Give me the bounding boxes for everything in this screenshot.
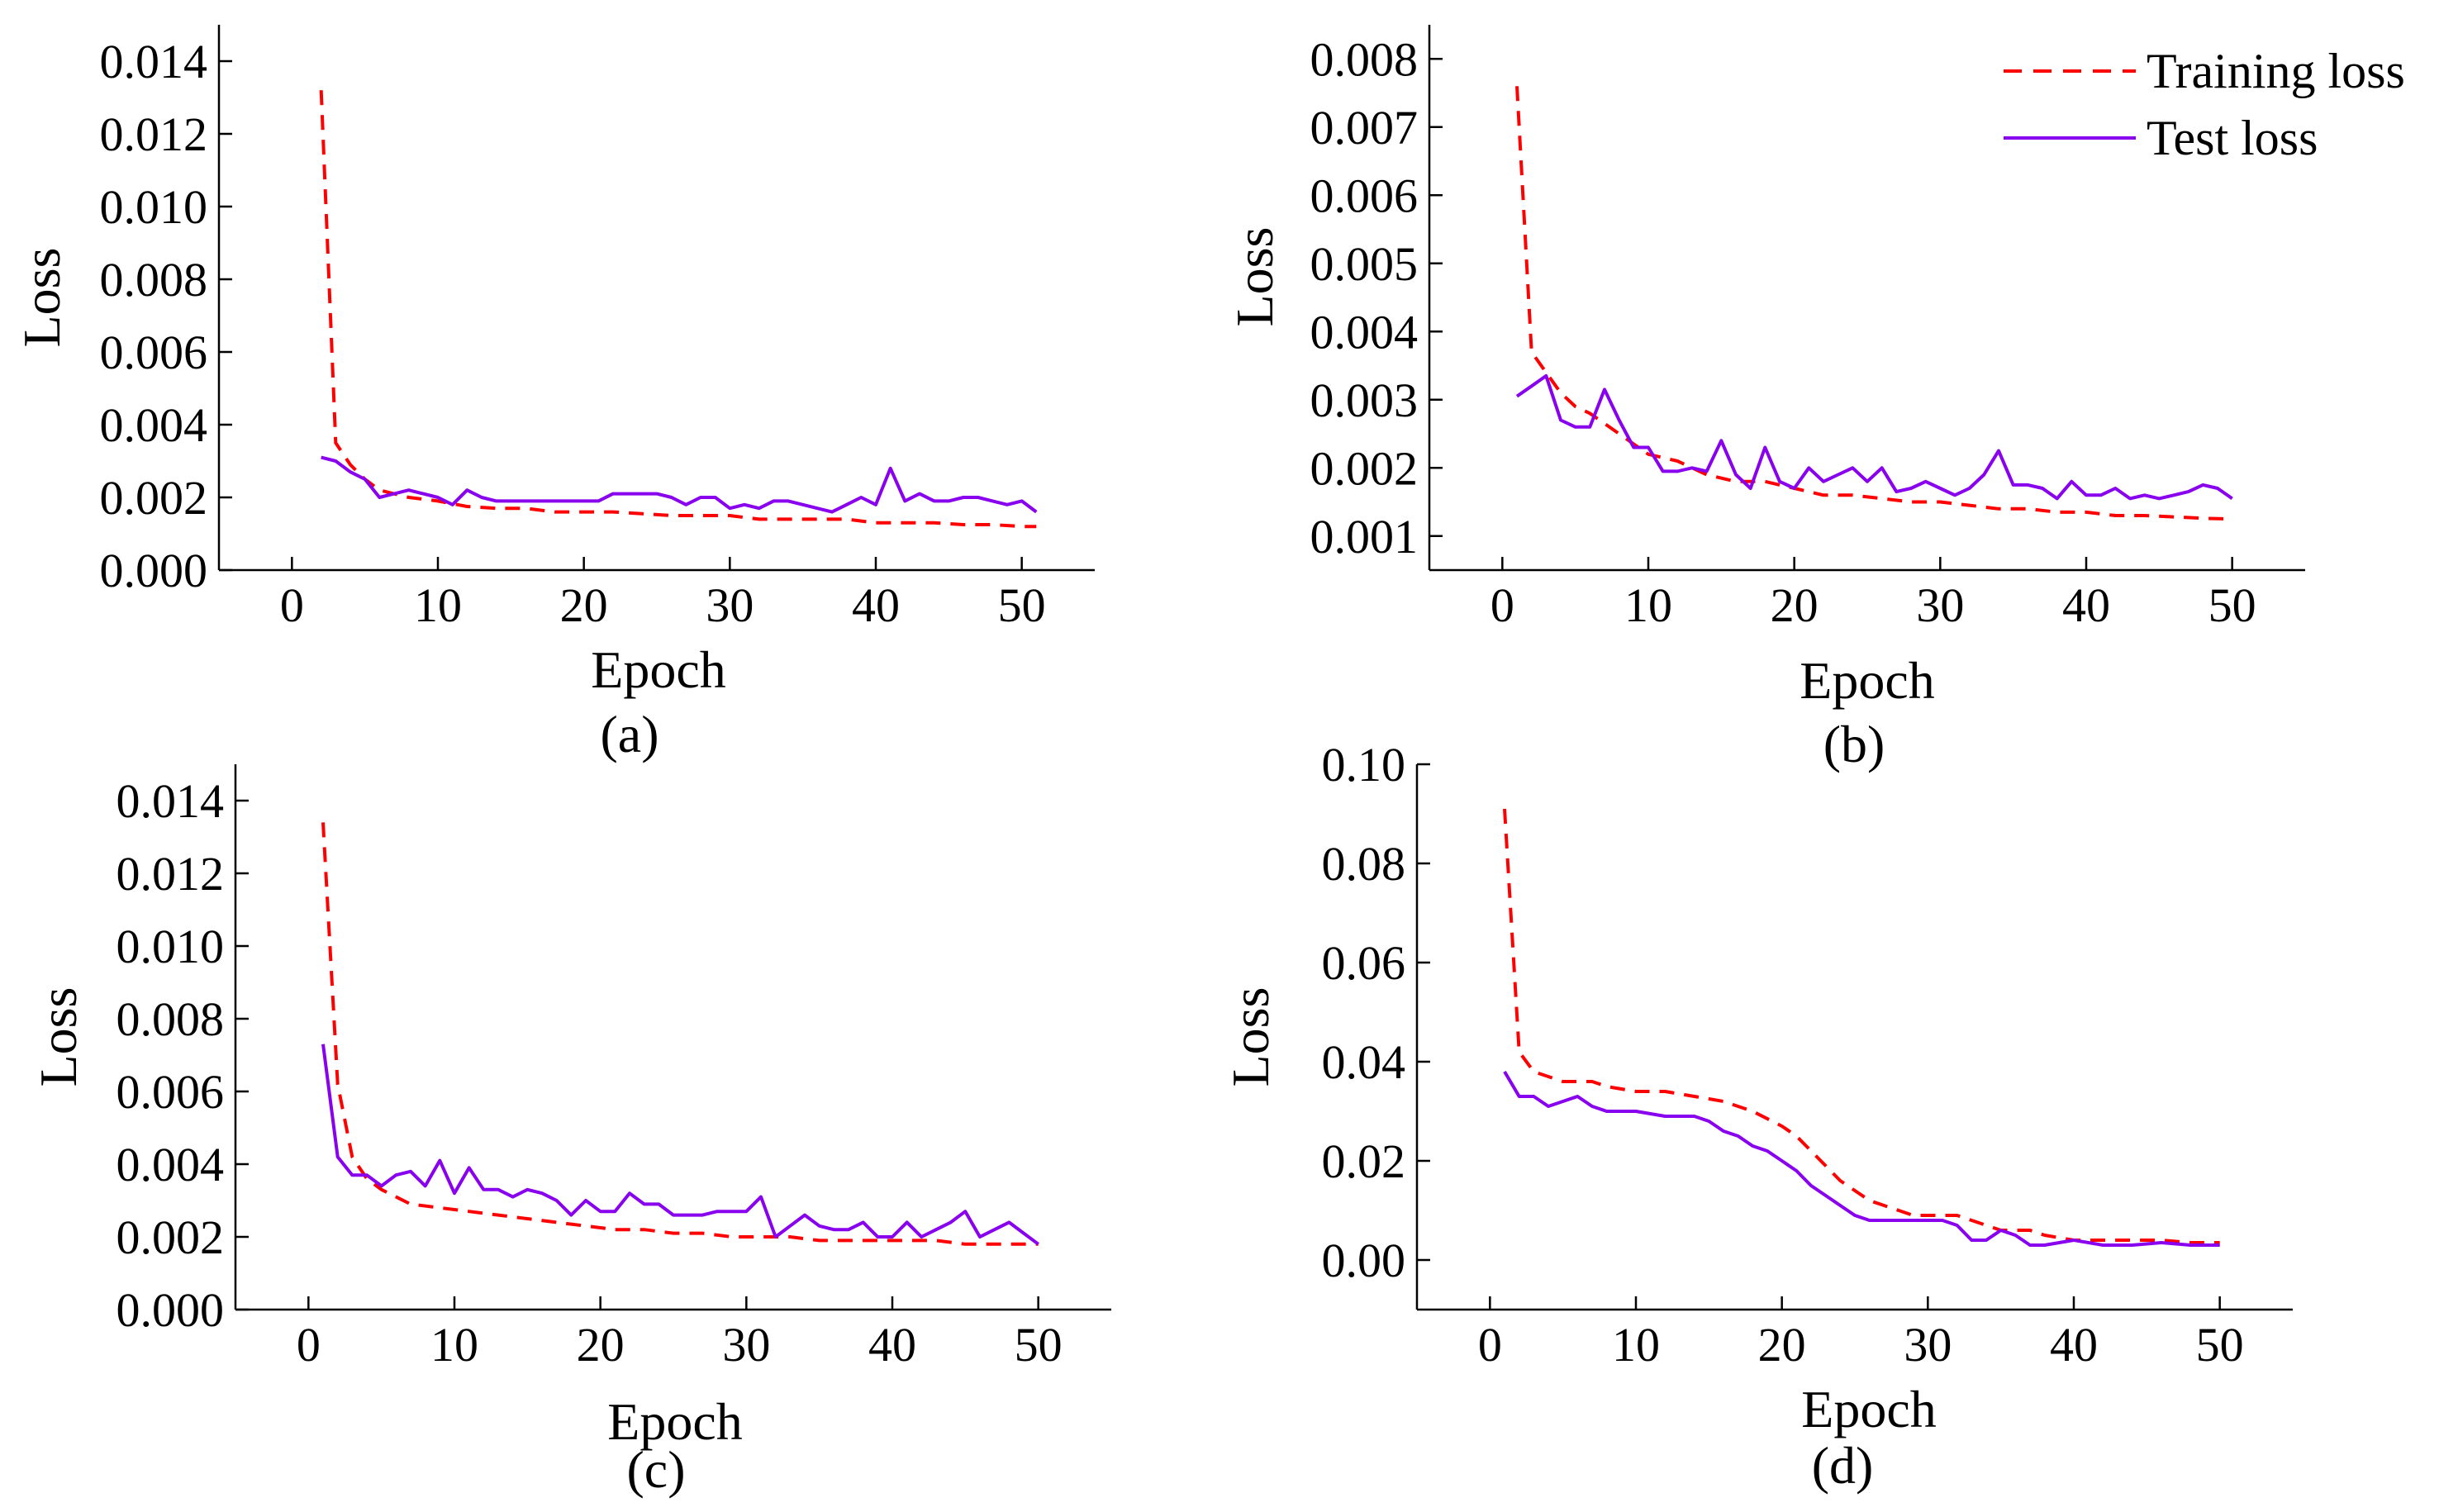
panel-b-x-tick-label: 20 <box>1771 578 1819 632</box>
panel-a-training-loss-line <box>319 90 1037 529</box>
panel-b-y-tick-label: 0.001 <box>1310 510 1419 563</box>
panel-d-axes: 0.00 0.02 0.04 0.06 0.08 0.10 0 10 20 30 40 50 <box>1322 738 2293 1372</box>
panel-b-y-tick-label: 0.007 <box>1310 101 1419 155</box>
panel-c: 0.000 0.002 0.004 0.006 0.008 0.010 0.012 0.014… <box>29 764 1111 1499</box>
panel-c-ylabel: Loss <box>29 987 88 1087</box>
panel-d-test-loss-line <box>1503 1070 2220 1247</box>
panel-d-lines <box>1503 808 2220 1247</box>
panel-a: 0.000 0.002 0.004 0.006 0.008 0.010 0.012 0.014… <box>12 25 1095 763</box>
panel-d-x-tick-label: 20 <box>1758 1318 1806 1372</box>
panel-c-y-tick-label: 0.004 <box>116 1138 225 1191</box>
panel-d-xlabel: Epoch <box>1801 1380 1937 1438</box>
panel-a-y-tick-label: 0.012 <box>100 107 208 161</box>
panel-a-test-loss-line <box>321 455 1038 514</box>
panel-a-y-tick-label: 0.014 <box>100 35 208 88</box>
panel-b-y-tick-label: 0.005 <box>1310 237 1419 291</box>
panel-b-test-loss-line <box>1515 373 2233 501</box>
panel-a-y-tick-label: 0.000 <box>100 544 208 597</box>
panel-c-training-loss-line <box>321 822 1039 1246</box>
panel-b-y-tick-label: 0.002 <box>1310 441 1419 495</box>
panel-a-y-tick-label: 0.002 <box>100 471 208 525</box>
panel-b-caption: (b) <box>1823 715 1885 773</box>
panel-d-x-tick-label: 30 <box>1904 1318 1952 1372</box>
panel-a-x-tick-label: 50 <box>998 578 1046 632</box>
panel-c-test-loss-line <box>321 1044 1039 1246</box>
panel-c-axes: 0.000 0.002 0.004 0.006 0.008 0.010 0.012 0.014… <box>116 764 1111 1372</box>
panel-c-x-tick-label: 40 <box>868 1318 916 1372</box>
panel-b-y-tick-label: 0.008 <box>1310 32 1419 86</box>
panel-b-y-tick-label: 0.006 <box>1310 169 1419 222</box>
panel-a-y-tick-label: 0.006 <box>100 326 208 379</box>
legend-training-label: Training loss <box>2147 44 2405 98</box>
panel-d-y-tick-label: 0.06 <box>1322 936 1406 990</box>
panel-b-y-tick-label: 0.003 <box>1310 373 1419 427</box>
panel-b: 0.001 0.002 0.003 0.004 0.005 0.006 0.007 0.008… <box>1225 25 2305 773</box>
panel-b-x-tick-label: 40 <box>2062 578 2110 632</box>
panel-a-x-tick-label: 10 <box>414 578 462 632</box>
panel-a-x-tick-label: 20 <box>560 578 608 632</box>
panel-d-caption: (d) <box>1812 1436 1874 1495</box>
panel-d-y-tick-label: 0.10 <box>1322 738 1406 792</box>
panel-a-y-tick-label: 0.010 <box>100 180 208 234</box>
panel-c-x-tick-label: 10 <box>430 1318 478 1372</box>
panel-b-ylabel: Loss <box>1225 227 1284 327</box>
panel-d-ylabel: Loss <box>1221 987 1280 1087</box>
panel-a-x-tick-label: 0 <box>280 578 304 632</box>
panel-b-xlabel: Epoch <box>1800 651 1935 710</box>
panel-c-x-tick-label: 20 <box>577 1318 625 1372</box>
panel-a-x-tick-label: 40 <box>852 578 900 632</box>
panel-a-y-tick-label: 0.008 <box>100 253 208 307</box>
panel-a-lines <box>319 90 1038 529</box>
panel-c-y-tick-label: 0.002 <box>116 1210 225 1264</box>
panel-d-x-tick-label: 40 <box>2050 1318 2098 1372</box>
panel-c-y-tick-label: 0.008 <box>116 992 225 1046</box>
panel-b-x-tick-label: 10 <box>1624 578 1672 632</box>
panel-a-ylabel: Loss <box>12 248 71 348</box>
panel-d-x-tick-label: 10 <box>1612 1318 1660 1372</box>
panel-d-x-tick-label: 0 <box>1478 1318 1502 1372</box>
panel-c-lines <box>321 822 1039 1246</box>
panel-c-x-tick-label: 0 <box>297 1318 321 1372</box>
panel-a-y-tick-label: 0.004 <box>100 398 208 452</box>
panel-b-x-tick-label: 50 <box>2208 578 2256 632</box>
panel-c-xlabel: Epoch <box>607 1392 743 1451</box>
panel-d-y-tick-label: 0.00 <box>1322 1234 1406 1287</box>
panel-c-y-tick-label: 0.006 <box>116 1065 225 1119</box>
panel-a-axes: 0.000 0.002 0.004 0.006 0.008 0.010 0.012 0.014… <box>100 25 1095 632</box>
panel-d-y-tick-label: 0.02 <box>1322 1134 1406 1188</box>
panel-a-xlabel: Epoch <box>591 640 726 699</box>
panel-a-caption: (a) <box>600 705 658 763</box>
panel-c-x-tick-label: 50 <box>1015 1318 1063 1372</box>
legend: Training loss Test loss <box>2004 44 2405 165</box>
panel-c-caption: (c) <box>626 1440 685 1499</box>
panel-b-x-tick-label: 0 <box>1490 578 1514 632</box>
panel-d: 0.00 0.02 0.04 0.06 0.08 0.10 0 10 20 30 40 50 Epoc… <box>1221 738 2293 1495</box>
panel-a-x-tick-label: 30 <box>706 578 754 632</box>
panel-d-training-loss-line <box>1503 808 2220 1244</box>
panel-b-axes: 0.001 0.002 0.003 0.004 0.005 0.006 0.007 0.008… <box>1310 25 2305 632</box>
panel-b-training-loss-line <box>1515 86 2232 521</box>
panel-c-y-tick-label: 0.000 <box>116 1283 225 1337</box>
panel-c-x-tick-label: 30 <box>722 1318 770 1372</box>
panel-c-y-tick-label: 0.010 <box>116 920 225 973</box>
legend-test-label: Test loss <box>2147 111 2318 165</box>
panel-c-y-tick-label: 0.012 <box>116 847 225 901</box>
panel-c-y-tick-label: 0.014 <box>116 774 225 828</box>
panel-b-lines <box>1515 86 2233 521</box>
panel-b-y-tick-label: 0.004 <box>1310 305 1419 359</box>
panel-b-x-tick-label: 30 <box>1916 578 1964 632</box>
panel-d-x-tick-label: 50 <box>2196 1318 2244 1372</box>
panel-d-y-tick-label: 0.08 <box>1322 837 1406 891</box>
panel-d-y-tick-label: 0.04 <box>1322 1035 1406 1089</box>
